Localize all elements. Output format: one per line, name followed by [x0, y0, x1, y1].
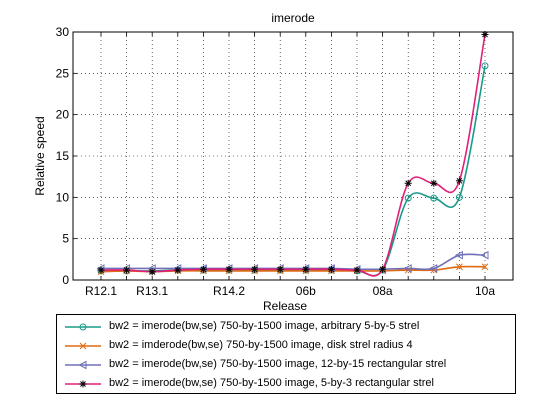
y-tick-label: 20 [56, 108, 70, 122]
legend-label-1: bw2 = imerode(bw,se) 750-by-1500 image, … [109, 320, 420, 332]
legend-label-4: bw2 = imerode(bw,se) 750-by-1500 image, … [109, 377, 434, 389]
legend-entry-1: bw2 = imerode(bw,se) 750-by-1500 image, … [57, 318, 515, 336]
legend-swatch-2 [65, 342, 101, 350]
legend-entry-2: bw2 = imderode(bw,se) 750-by-1500 image,… [57, 337, 515, 355]
data-point-series-4 [97, 266, 105, 274]
y-tick-label: 10 [56, 190, 70, 204]
y-tick-label: 5 [62, 232, 69, 246]
data-point-series-4 [327, 265, 335, 273]
x-tick-label: 10a [475, 284, 495, 298]
data-point-series-3 [403, 264, 412, 273]
data-point-series-4 [455, 177, 463, 185]
x-tick-label: 08a [373, 284, 393, 298]
y-axis-label: Relative speed [33, 116, 47, 195]
data-point-series-2 [456, 263, 463, 271]
legend-swatch-3 [65, 360, 101, 370]
data-point-series-4 [123, 266, 131, 274]
data-point-series-3 [429, 264, 438, 273]
legend-entry-3: bw2 = imerode(bw,se) 750-by-1500 image, … [57, 356, 515, 374]
data-point-series-1 [430, 194, 438, 202]
legend-swatch-4 [65, 380, 101, 388]
legend-marker-2 [79, 342, 87, 350]
series-line-3 [101, 253, 486, 271]
y-tick-label: 30 [56, 25, 70, 39]
chart-title: imerode [271, 11, 315, 25]
axes-frame [72, 31, 514, 281]
legend-entry-4: bw2 = imerode(bw,se) 750-by-1500 image, … [57, 375, 515, 393]
data-point-series-4 [481, 30, 489, 38]
data-point-series-4 [276, 265, 284, 273]
data-point-series-3 [454, 250, 463, 260]
data-point-series-4 [302, 265, 310, 273]
data-point-series-3 [480, 250, 489, 260]
data-point-series-4 [353, 266, 361, 274]
y-tick-label: 15 [56, 149, 70, 163]
data-point-series-4 [404, 179, 412, 187]
x-tick-label: R12.1 [85, 284, 117, 298]
legend-label-3: bw2 = imerode(bw,se) 750-by-1500 image, … [109, 358, 447, 370]
data-point-series-1 [481, 62, 489, 70]
data-point-series-4 [174, 266, 182, 274]
data-point-series-4 [148, 268, 156, 276]
data-point-series-4 [199, 265, 207, 273]
x-tick-label: R13.1 [136, 284, 168, 298]
legend-marker-3 [78, 360, 87, 370]
data-point-series-2 [481, 263, 489, 271]
y-tick-label: 25 [56, 66, 70, 80]
y-tick-label: 0 [62, 273, 69, 287]
data-point-series-4 [379, 265, 387, 273]
data-point-series-1 [404, 194, 412, 202]
data-point-series-1 [455, 193, 463, 201]
legend: bw2 = imerode(bw,se) 750-by-1500 image, … [56, 314, 516, 394]
legend-marker-4 [79, 380, 87, 388]
x-axis-label: Release [263, 299, 307, 313]
legend-marker-1 [79, 323, 87, 331]
legend-swatch-1 [65, 323, 101, 331]
data-point-series-4 [430, 179, 438, 187]
data-point-series-4 [225, 265, 233, 273]
legend-label-2: bw2 = imderode(bw,se) 750-by-1500 image,… [109, 339, 413, 351]
x-tick-label: R14.2 [213, 284, 245, 298]
x-tick-label: 06b [296, 284, 316, 298]
data-point-series-4 [251, 265, 259, 273]
